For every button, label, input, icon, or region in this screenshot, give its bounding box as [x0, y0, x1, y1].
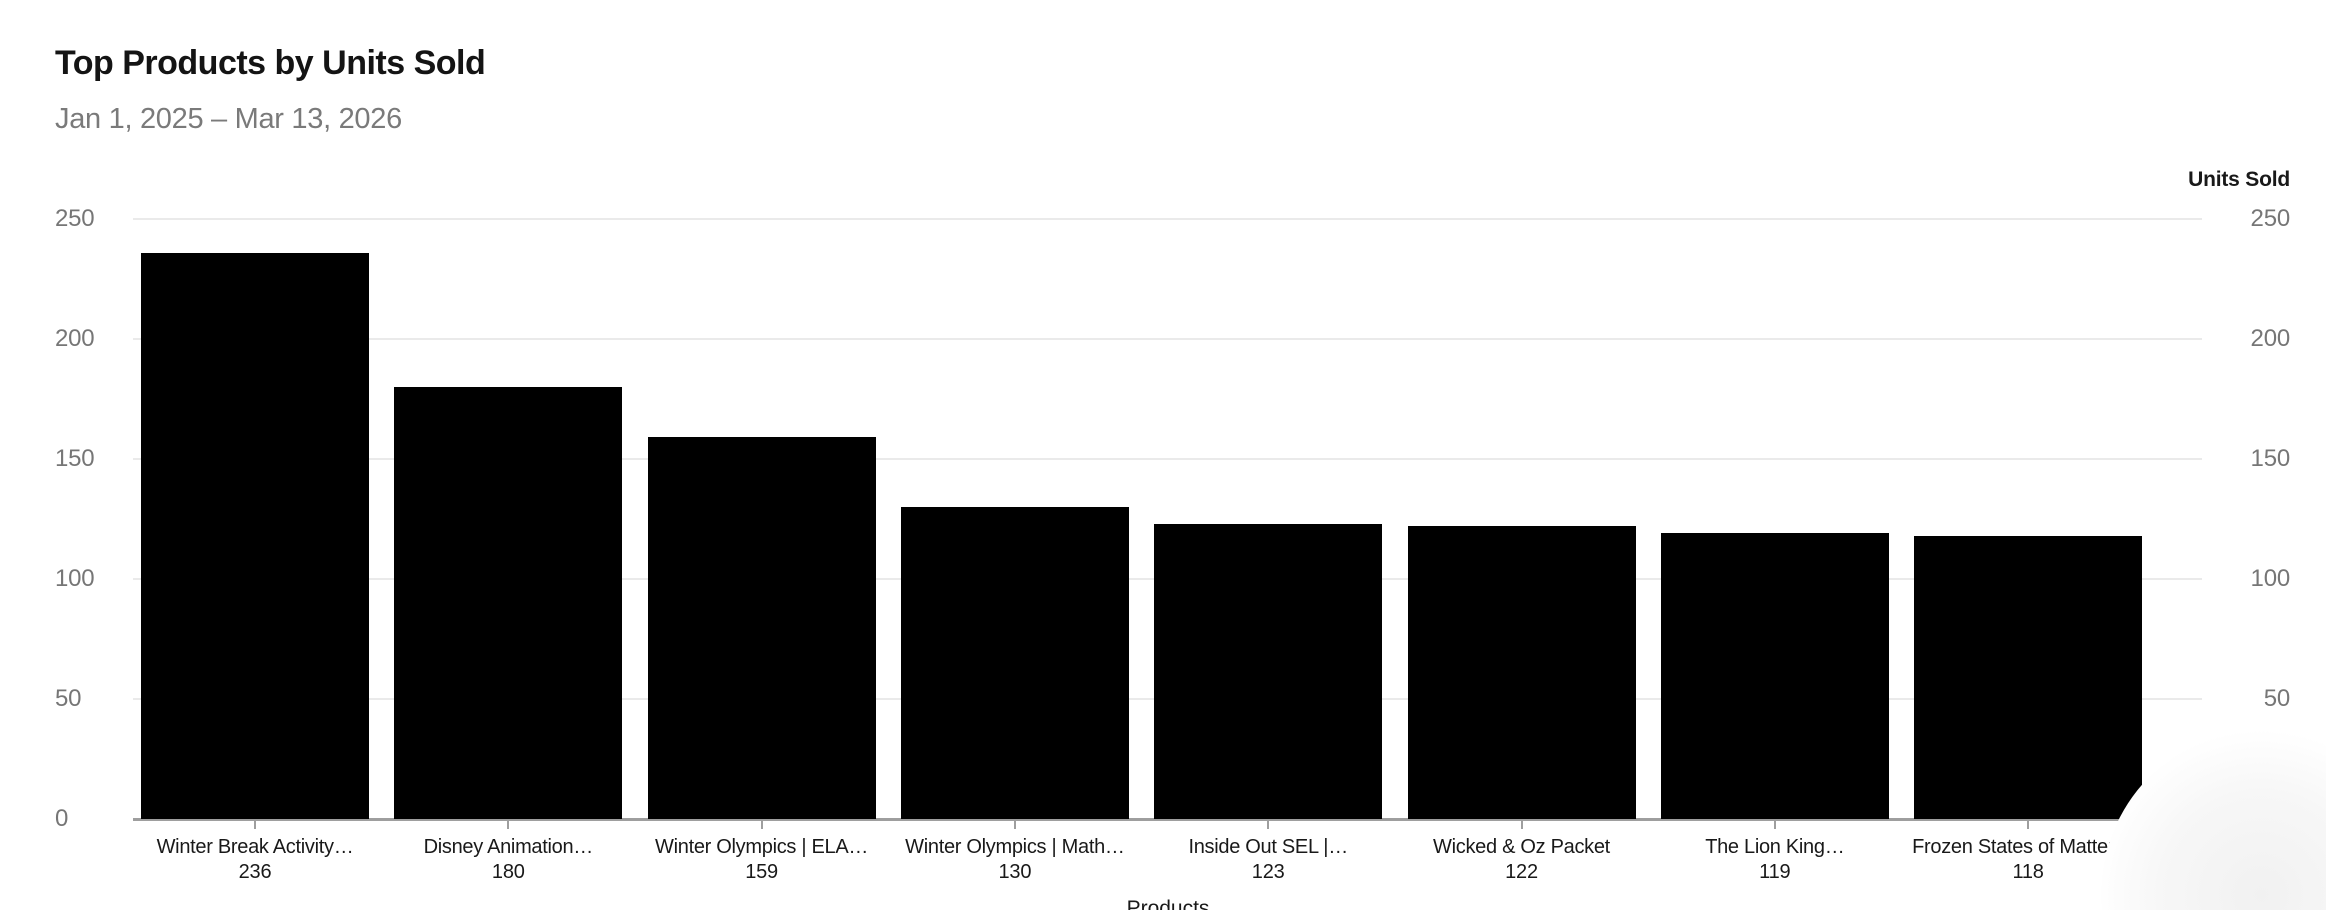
y-tick-label-left: 0 — [55, 805, 69, 832]
bar[interactable] — [1660, 533, 1889, 819]
x-tick-mark — [254, 821, 256, 829]
x-tick-mark — [1520, 821, 1523, 829]
x-tick-mark — [2027, 821, 2030, 829]
gridline — [133, 218, 2202, 220]
y-axis-title: Units Sold — [2188, 168, 2290, 191]
y-tick-label-right: 200 — [2250, 325, 2291, 352]
y-tick-label-left: 250 — [55, 205, 95, 232]
x-tick-mark — [760, 821, 763, 829]
bar-value-label: 159 — [745, 861, 778, 883]
x-tick-mark — [1773, 821, 1776, 829]
x-tick-mark — [1013, 821, 1016, 829]
gridline — [133, 458, 2202, 460]
x-tick-mark — [1267, 821, 1270, 829]
bar-value-label: 236 — [238, 861, 272, 883]
y-tick-label-left: 200 — [55, 325, 95, 352]
bar-value-label: 180 — [491, 861, 525, 883]
bar[interactable] — [1914, 535, 2143, 819]
y-tick-label-left: 50 — [55, 685, 82, 712]
bar-category-label: Frozen States of Matter |… — [1912, 836, 2145, 858]
bar[interactable] — [141, 252, 369, 819]
y-tick-label-left: 150 — [55, 445, 95, 472]
bar[interactable] — [647, 437, 876, 819]
chart-title: Top Products by Units Sold — [55, 44, 486, 82]
bar-category-label: Winter Olympics | Math… — [905, 836, 1125, 858]
bar-category-label: Disney Animation… — [423, 836, 594, 858]
bar[interactable] — [900, 507, 1129, 819]
bar-value-label: 123 — [1251, 861, 1285, 883]
bar-value-label: 122 — [1505, 861, 1538, 883]
chart-subtitle: Jan 1, 2025 – Mar 13, 2026 — [55, 103, 402, 135]
bar-category-label: Wicked & Oz Packet — [1433, 836, 1610, 858]
y-tick-label-right: 250 — [2250, 205, 2291, 232]
bar-category-label: Winter Break Activity… — [156, 836, 354, 858]
gridline — [133, 338, 2202, 340]
bar-value-label: 118 — [2012, 861, 2044, 883]
y-tick-label-right: 100 — [2250, 565, 2291, 592]
bar-category-label: Inside Out SEL |… — [1188, 836, 1348, 858]
x-tick-mark — [507, 821, 510, 829]
bar-value-label: 130 — [998, 861, 1032, 883]
bar-category-label: Winter Olympics | ELA… — [655, 836, 869, 858]
x-axis-title: Products — [1126, 897, 1210, 910]
x-axis-line — [133, 818, 2202, 821]
bar-value-label: 119 — [1759, 861, 1791, 883]
bar[interactable] — [1154, 523, 1383, 819]
y-tick-label-left: 100 — [55, 565, 95, 592]
bar[interactable] — [1407, 526, 1636, 819]
y-tick-label-right: 50 — [2263, 685, 2290, 712]
bar[interactable] — [394, 387, 623, 819]
bar-category-label: The Lion King… — [1705, 836, 1845, 858]
y-tick-label-right: 150 — [2250, 445, 2291, 472]
